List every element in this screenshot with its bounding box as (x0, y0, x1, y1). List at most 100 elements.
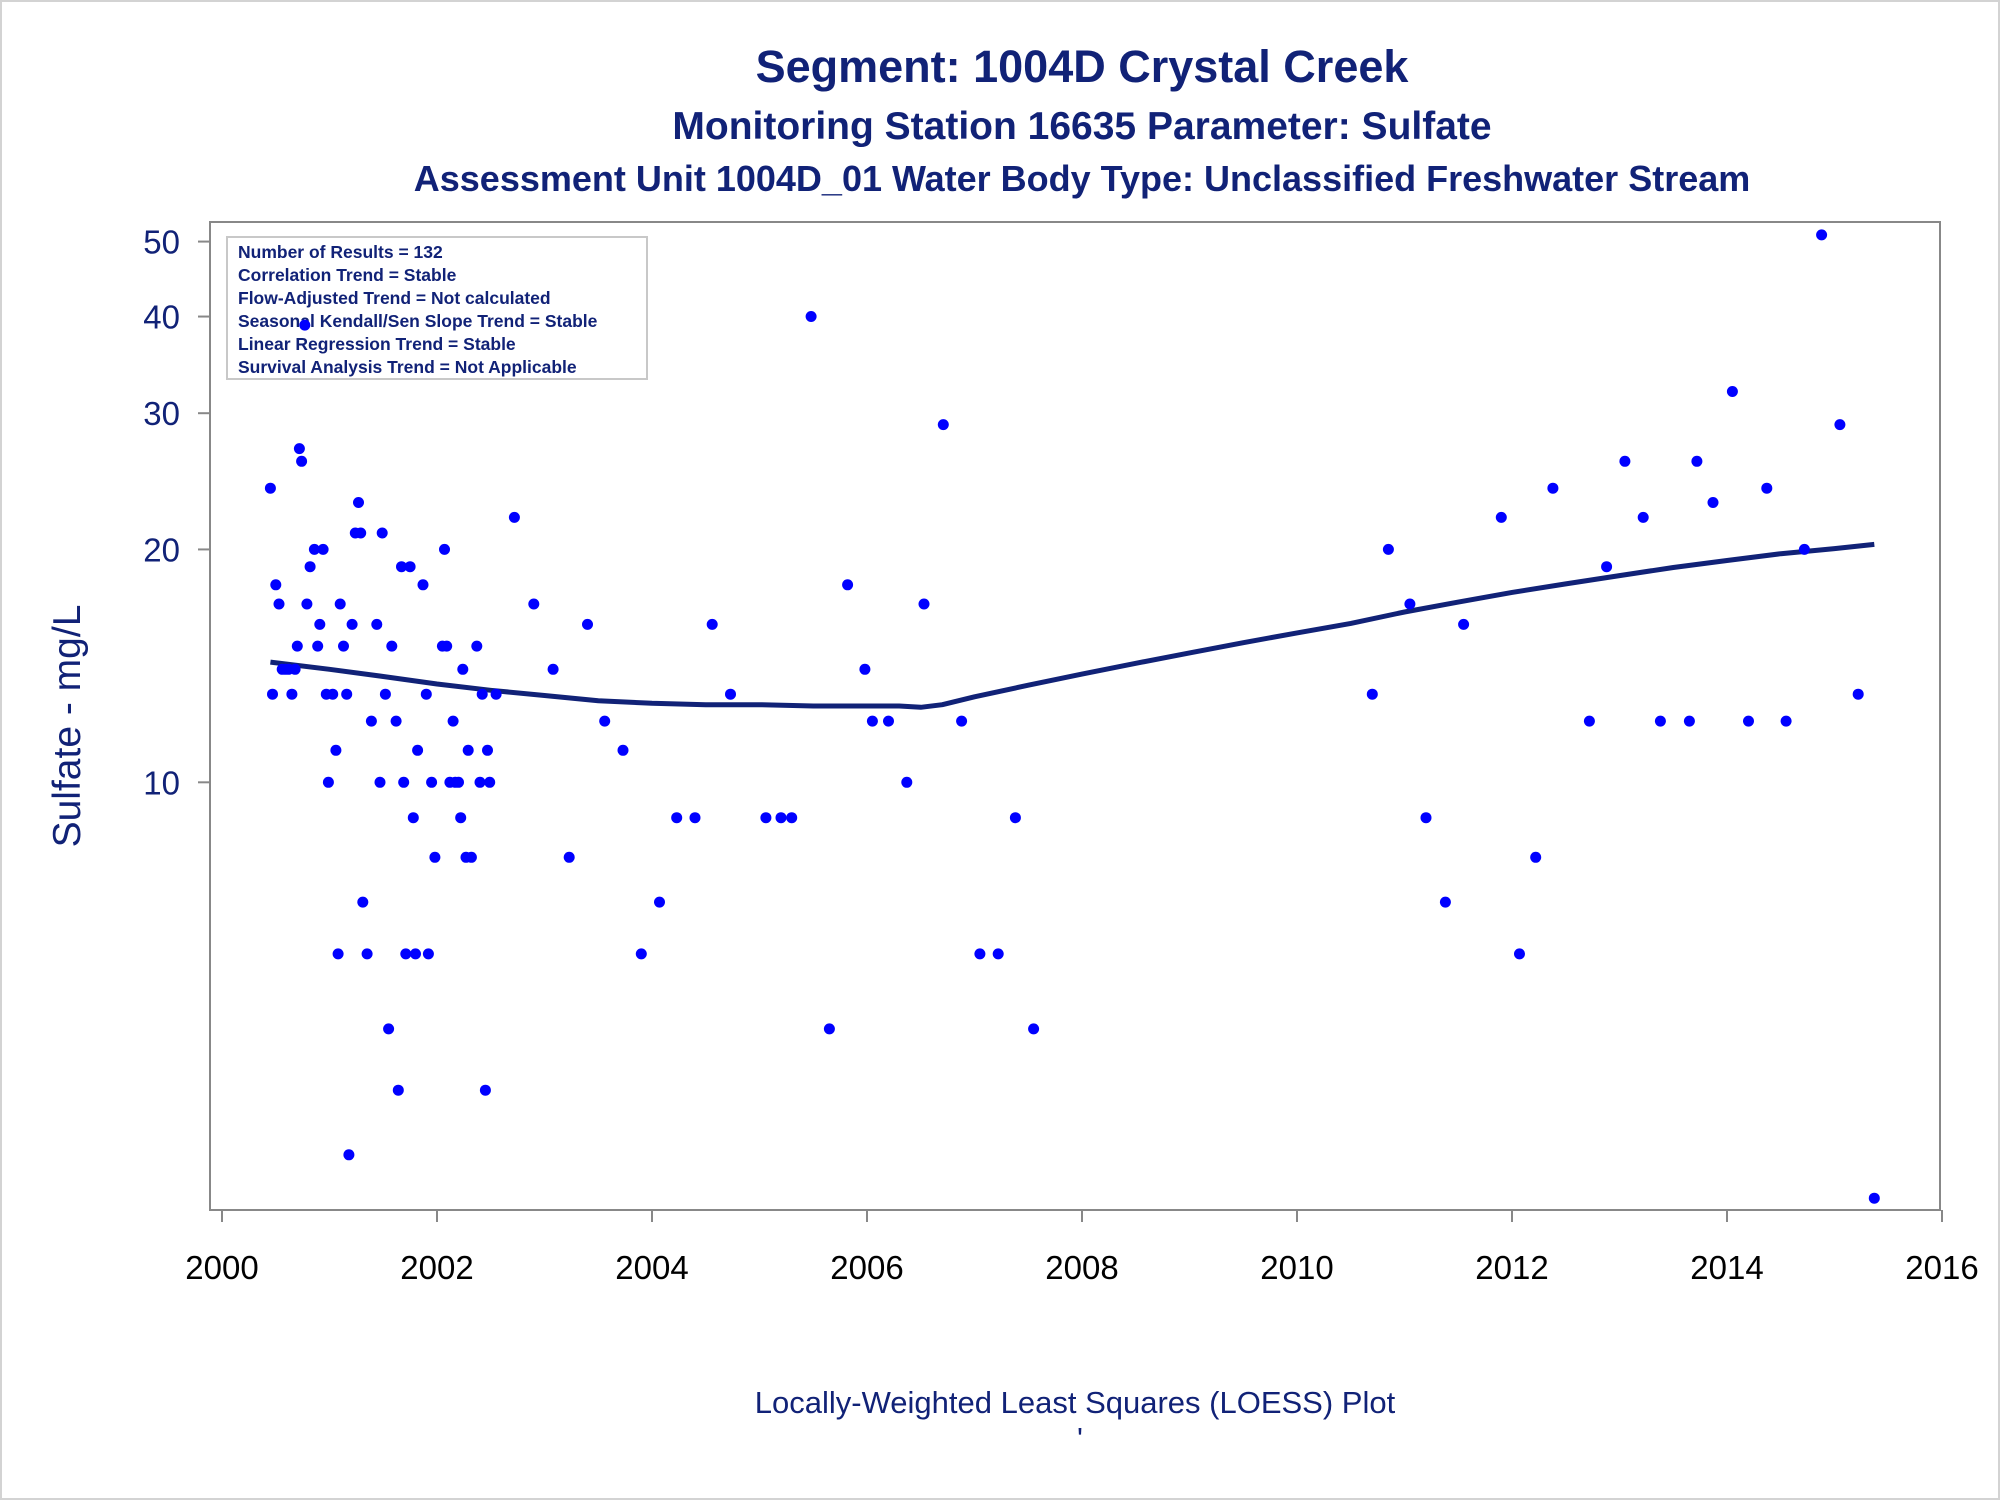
data-point (883, 715, 894, 727)
data-point (1514, 948, 1525, 960)
chart-subtitle: Monitoring Station 16635 Parameter: Sulf… (672, 105, 1491, 148)
data-point (482, 744, 493, 756)
data-point (412, 744, 424, 756)
data-point (420, 688, 432, 700)
data-point (956, 715, 968, 727)
data-point (379, 688, 391, 700)
data-point (291, 640, 303, 652)
data-point (654, 896, 665, 908)
data-point (1619, 455, 1631, 467)
data-point (371, 618, 383, 630)
data-point (476, 688, 488, 700)
data-point (334, 598, 346, 610)
data-point (400, 948, 412, 960)
data-point (508, 511, 520, 523)
x-tick-label: 2004 (615, 1249, 688, 1286)
data-point (775, 812, 787, 824)
plot-area (209, 221, 1941, 1211)
data-point (706, 618, 718, 630)
data-point (992, 948, 1004, 960)
data-point (346, 618, 358, 630)
data-point (859, 663, 871, 675)
data-point (1868, 1192, 1880, 1204)
data-point (479, 1084, 491, 1096)
data-point (1458, 618, 1470, 630)
data-point (422, 948, 434, 960)
data-point (563, 851, 575, 863)
data-point (1530, 851, 1542, 863)
data-point (386, 640, 398, 652)
data-point (453, 776, 464, 788)
inset-line: Seasonal Kendall/Sen Slope Trend = Stabl… (238, 311, 598, 331)
data-point (671, 812, 683, 824)
data-point (465, 851, 477, 863)
loess-layer (270, 541, 1875, 710)
data-point (547, 663, 559, 675)
data-point (1420, 812, 1432, 824)
data-point (786, 812, 798, 824)
data-point (1834, 419, 1846, 431)
data-point (404, 561, 416, 573)
data-point (1547, 482, 1559, 494)
data-point (462, 744, 474, 756)
x-tick-label: 2006 (830, 1249, 903, 1286)
data-point (417, 579, 429, 591)
data-point (353, 497, 364, 508)
data-point (1439, 896, 1451, 908)
data-point (1816, 229, 1828, 241)
data-point (293, 443, 305, 455)
data-point (1637, 511, 1649, 523)
data-point (1382, 543, 1394, 555)
data-point (689, 812, 701, 824)
x-axis: 2000 2002 2004 2006 2008 2010 2012 2014 2016 (185, 1210, 1979, 1286)
data-point (528, 598, 540, 610)
data-point (441, 640, 453, 652)
x-tick-label: 2012 (1475, 1249, 1548, 1286)
data-point (429, 851, 441, 863)
y-tick-label: 20 (143, 531, 180, 568)
data-point (304, 561, 316, 573)
loess-trend-line (270, 541, 1875, 710)
data-point (842, 579, 854, 591)
data-point (439, 543, 450, 555)
data-point (327, 688, 339, 700)
data-point (330, 744, 342, 756)
data-point (270, 579, 282, 591)
data-point (1743, 715, 1754, 727)
data-point (582, 618, 593, 630)
data-point (376, 527, 388, 539)
data-point (1404, 598, 1416, 610)
data-point (1707, 497, 1719, 508)
data-point (308, 543, 320, 555)
data-point (357, 896, 369, 908)
data-point (398, 776, 410, 788)
data-point (471, 640, 483, 652)
x-tick-label: 2010 (1260, 1249, 1333, 1286)
inset-line: Flow-Adjusted Trend = Not calculated (238, 288, 551, 308)
data-point (341, 688, 353, 700)
data-point (1654, 715, 1666, 727)
data-point (1009, 812, 1021, 824)
data-point (1366, 688, 1378, 700)
inset-line: Linear Regression Trend = Stable (238, 334, 516, 354)
data-point (974, 948, 986, 960)
data-point (361, 948, 373, 960)
data-point (374, 776, 386, 788)
data-point (1683, 715, 1695, 727)
data-point (760, 812, 772, 824)
data-point (447, 715, 459, 727)
data-point (264, 482, 276, 494)
inset-border (226, 236, 648, 380)
chart-subtitle-2: Assessment Unit 1004D_01 Water Body Type… (414, 158, 1751, 199)
data-point (365, 715, 377, 727)
footnote-mark: ' (1077, 1421, 1083, 1456)
data-point (937, 419, 949, 431)
data-point (805, 311, 817, 322)
inset-line: Survival Analysis Trend = Not Applicable (238, 357, 577, 377)
data-point (407, 812, 419, 824)
data-point (332, 948, 344, 960)
data-point (1691, 455, 1703, 467)
data-point (901, 776, 913, 788)
data-point (823, 1023, 835, 1035)
data-point (392, 1084, 404, 1096)
